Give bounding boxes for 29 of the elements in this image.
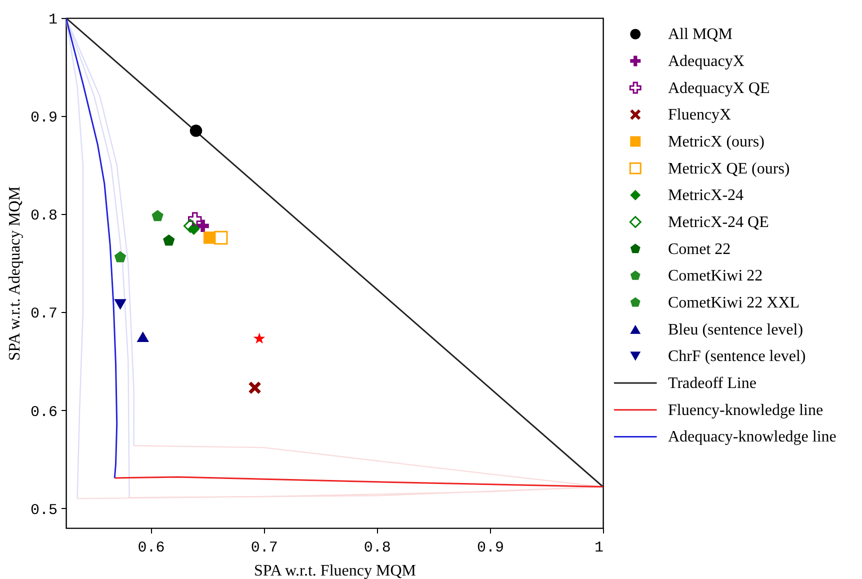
x-tick-label: 0.9 [476, 540, 504, 556]
legend-label: MetricX QE (ours) [668, 160, 790, 178]
x-axis-title: SPA w.r.t. Fluency MQM [254, 562, 416, 579]
legend-label: Bleu (sentence level) [668, 321, 804, 338]
legend-label: Tradeoff Line [668, 375, 756, 392]
x-tick-label: 0.6 [138, 540, 165, 556]
y-tick-label: 0.7 [30, 306, 58, 323]
x-tick-label: 1 [594, 540, 604, 556]
legend-label: CometKiwi 22 [668, 268, 763, 285]
y-tick-label: 0.6 [30, 404, 58, 421]
legend-label: AdequacyX QE [668, 80, 770, 97]
legend-label: All MQM [668, 26, 732, 44]
legend-label: MetricX-24 QE [668, 214, 769, 231]
y-tick-label: 1 [48, 12, 58, 28]
x-tick-label: 0.8 [364, 540, 391, 556]
legend-label: AdequacyX [668, 52, 745, 70]
x-tick-label: 0.7 [250, 540, 278, 556]
legend-label: CometKiwi 22 XXL [668, 294, 800, 312]
legend-label: ChrF (sentence level) [668, 348, 806, 366]
y-tick-label: 0.8 [30, 208, 58, 225]
y-tick-label: 0.5 [30, 502, 58, 519]
legend-label: Fluency-knowledge line [668, 402, 824, 419]
legend-label: MetricX-24 [668, 187, 744, 204]
y-tick-label: 0.9 [30, 110, 58, 127]
legend-label: Adequacy-knowledge line [668, 428, 836, 446]
legend-label: Comet 22 [668, 240, 731, 258]
legend-label: MetricX (ours) [668, 133, 764, 150]
y-axis-title: SPA w.r.t. Adequacy MQM [6, 186, 24, 361]
legend-label: FluencyX [668, 106, 732, 124]
